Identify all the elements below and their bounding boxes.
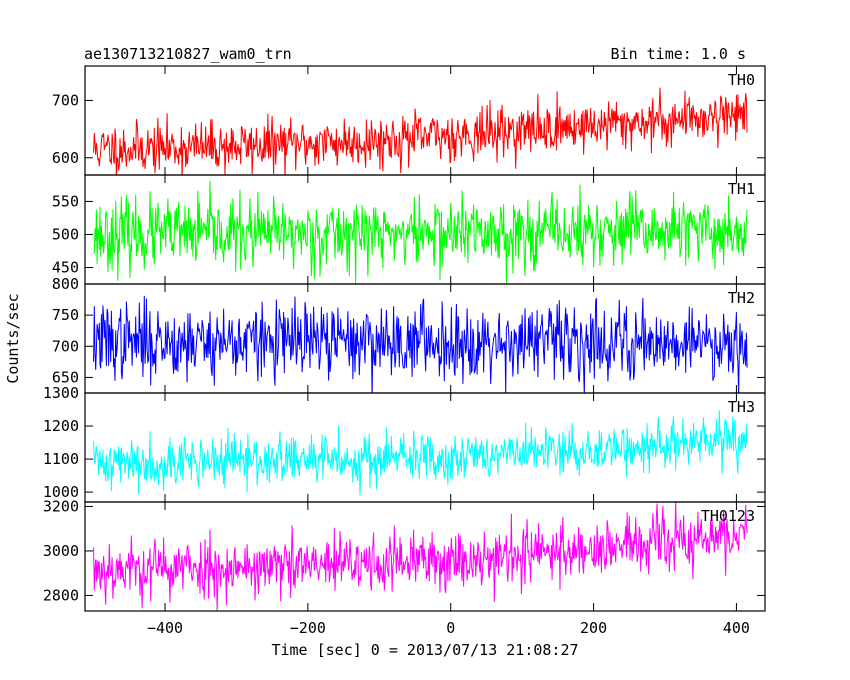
series-line-th0 [93, 87, 748, 175]
series-line-th2 [93, 295, 748, 393]
x-tick-label: 0 [446, 619, 455, 637]
series-line-th1 [93, 180, 748, 284]
y-tick-label: 1200 [43, 417, 79, 435]
x-tick-label: 400 [723, 619, 750, 637]
x-tick-label: −400 [147, 619, 183, 637]
series-line-th3 [93, 410, 748, 496]
y-tick-label: 1100 [43, 450, 79, 468]
y-tick-label: 1300 [43, 384, 79, 402]
y-tick-label: 450 [52, 258, 79, 276]
panel-label: TH3 [728, 398, 755, 416]
y-tick-label: 600 [52, 149, 79, 167]
panel-label: TH0123 [701, 507, 755, 525]
x-tick-label: 200 [580, 619, 607, 637]
y-tick-label: 800 [52, 275, 79, 293]
y-tick-label: 700 [52, 337, 79, 355]
y-tick-label: 500 [52, 225, 79, 243]
x-tick-label: −200 [290, 619, 326, 637]
y-tick-label: 3000 [43, 542, 79, 560]
y-tick-label: 650 [52, 368, 79, 386]
y-tick-label: 550 [52, 192, 79, 210]
y-tick-label: 750 [52, 306, 79, 324]
panel-label: TH2 [728, 289, 755, 307]
x-axis-label: Time [sec] 0 = 2013/07/13 21:08:27 [271, 641, 578, 659]
y-axis-label: Counts/sec [4, 293, 22, 383]
panel-label: TH0 [728, 71, 755, 89]
chart-title-left: ae130713210827_wam0_trn [84, 45, 292, 63]
series-line-th0123 [93, 502, 748, 611]
chart-title-right: Bin time: 1.0 s [610, 45, 746, 63]
y-tick-label: 3200 [43, 497, 79, 515]
panel-frame-th0123 [84, 501, 766, 612]
y-tick-label: 700 [52, 91, 79, 109]
y-tick-label: 2800 [43, 586, 79, 604]
y-tick-label: 1000 [43, 483, 79, 501]
panel-label: TH1 [728, 180, 755, 198]
